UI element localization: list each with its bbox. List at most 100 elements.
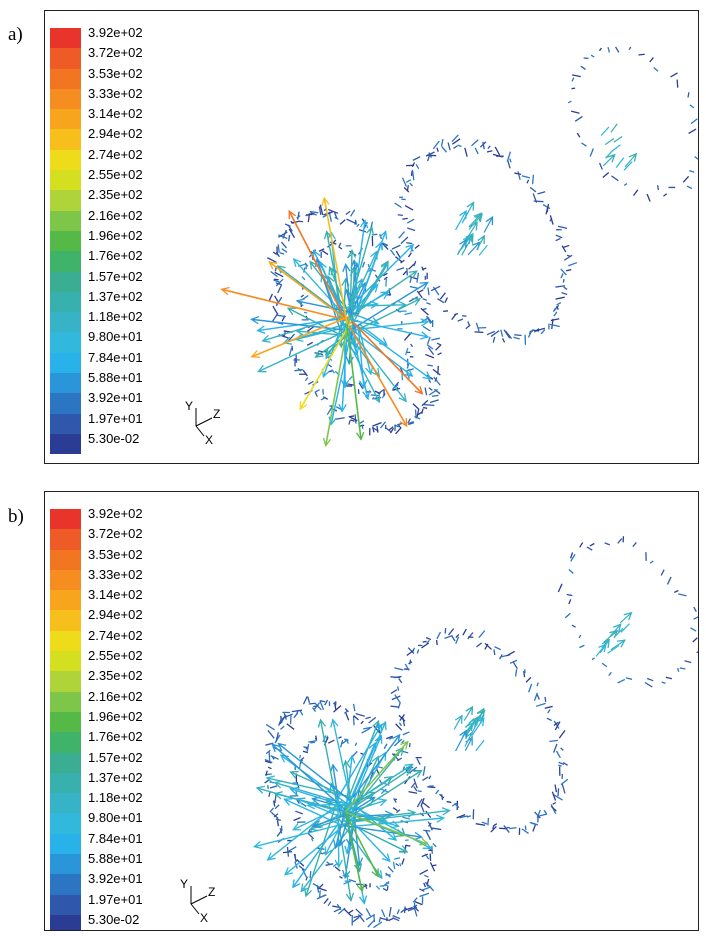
velocity-vector [453, 715, 463, 730]
velocity-vector [411, 162, 416, 168]
velocity-vector [555, 285, 566, 288]
velocity-vector [276, 820, 279, 827]
colorbar-swatch [50, 170, 81, 191]
velocity-vector [502, 338, 506, 343]
velocity-vector [343, 808, 388, 823]
velocity-vector [462, 628, 467, 636]
velocity-vector [288, 210, 347, 321]
velocity-vector [302, 696, 308, 705]
colorbar-tick-label: 1.97e+01 [88, 891, 143, 907]
velocity-vector [309, 261, 350, 313]
velocity-vector [455, 634, 460, 639]
velocity-vector [487, 817, 490, 826]
velocity-vector [377, 389, 384, 395]
velocity-vector [619, 612, 632, 624]
velocity-vector [350, 320, 423, 395]
velocity-vector [421, 853, 429, 858]
colorbar-swatch [50, 610, 81, 631]
velocity-vector [356, 223, 360, 228]
colorbar-tick-label: 1.57e+02 [88, 749, 143, 765]
velocity-vector [566, 593, 573, 597]
velocity-vector [424, 874, 429, 878]
colorbar-tick-label: 1.37e+02 [88, 288, 143, 304]
colorbar-tick-label: 9.80e+01 [88, 810, 143, 826]
velocity-vector [274, 734, 281, 744]
velocity-vector [404, 312, 413, 316]
velocity-vector [395, 427, 402, 435]
velocity-vector [405, 347, 409, 356]
velocity-vector [275, 818, 282, 822]
velocity-vector [391, 244, 401, 250]
velocity-vector-head [411, 298, 422, 306]
velocity-vector [565, 269, 572, 272]
velocity-vector [408, 420, 414, 425]
velocity-vector-head [347, 248, 357, 258]
velocity-vector [623, 161, 633, 171]
colorbar-swatch [50, 793, 81, 814]
velocity-vector [624, 153, 637, 168]
velocity-vector [270, 270, 278, 278]
velocity-vector-head [314, 349, 324, 358]
velocity-vector-head [616, 639, 626, 648]
velocity-vector [310, 741, 315, 744]
velocity-vector [280, 241, 287, 249]
velocity-vector [425, 637, 432, 641]
velocity-vector [348, 420, 351, 425]
velocity-vector [568, 599, 572, 605]
velocity-vector [269, 785, 278, 789]
velocity-vector [386, 885, 389, 891]
colorbar-swatch [50, 190, 81, 211]
velocity-vector [574, 115, 583, 122]
velocity-vector [426, 639, 430, 644]
velocity-vector [401, 858, 405, 865]
velocity-vector [451, 635, 456, 642]
velocity-vector [277, 265, 344, 317]
velocity-vector [397, 422, 403, 426]
velocity-vector [533, 200, 544, 203]
velocity-vector [268, 293, 273, 302]
velocity-vector [600, 126, 610, 136]
velocity-vector [540, 329, 546, 335]
velocity-vector [431, 394, 439, 397]
velocity-vector-head [473, 212, 483, 222]
velocity-vector [414, 409, 417, 419]
velocity-vector [555, 234, 563, 239]
velocity-vector [344, 264, 351, 310]
velocity-vector-head [323, 230, 333, 240]
velocity-vector [357, 914, 365, 923]
velocity-vector [410, 782, 416, 789]
velocity-vector [529, 186, 537, 193]
velocity-vector [579, 542, 584, 548]
velocity-vector [298, 220, 304, 223]
velocity-vector [321, 250, 329, 256]
velocity-vector-head [420, 331, 430, 340]
velocity-vector [558, 729, 566, 739]
velocity-vector [325, 735, 329, 739]
velocity-vector [457, 144, 462, 148]
velocity-vector [274, 271, 284, 278]
velocity-vector-head [304, 888, 313, 898]
velocity-vector [401, 740, 405, 744]
velocity-vector [337, 800, 340, 868]
velocity-vector-head [329, 763, 339, 773]
velocity-vector [613, 135, 623, 143]
velocity-vector-head [400, 740, 409, 750]
velocity-vector [333, 705, 342, 713]
velocity-vector [500, 329, 504, 337]
velocity-vector [300, 756, 305, 761]
colorbar-tick-label: 3.92e+02 [88, 506, 143, 521]
velocity-vector-field-b [252, 536, 698, 929]
velocity-vector [436, 631, 442, 640]
velocity-vector [353, 817, 444, 828]
colorbar-b [50, 509, 81, 930]
velocity-vector-head [374, 734, 383, 744]
velocity-vector [262, 315, 342, 342]
velocity-vector [256, 787, 352, 816]
velocity-vector [471, 139, 479, 147]
velocity-vector [383, 743, 388, 750]
velocity-vector [407, 647, 415, 654]
colorbar-swatch [50, 109, 81, 130]
velocity-vector [455, 636, 460, 645]
velocity-vector-head [277, 742, 287, 752]
velocity-vector-head [322, 437, 332, 447]
